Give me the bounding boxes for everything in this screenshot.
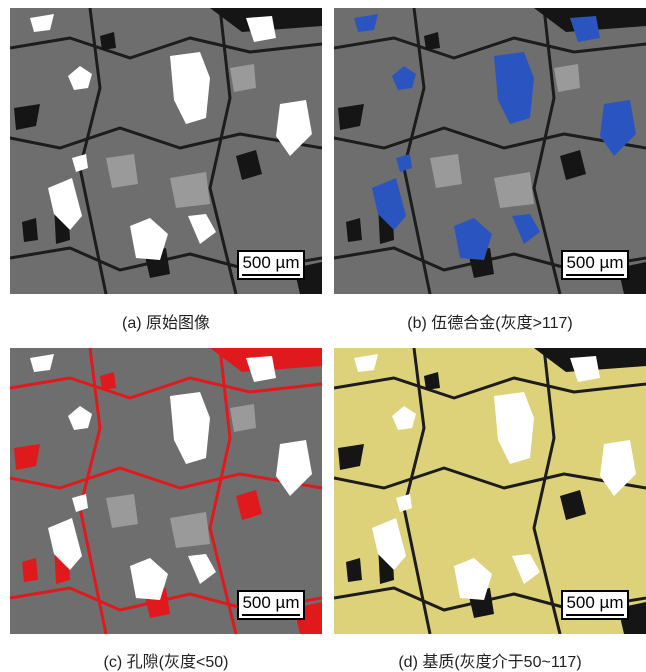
scale-bar: 500 µm: [561, 250, 629, 280]
panel-matrix: 500 µm: [334, 348, 646, 634]
panel-pores: 500 µm: [10, 348, 322, 634]
micrograph-original: [10, 8, 322, 294]
micrograph-pores: [10, 348, 322, 634]
caption-wood-alloy: (b) 伍德合金(灰度>117): [407, 315, 573, 332]
panel-original-image: 500 µm: [10, 8, 322, 294]
caption-pores: (c) 孔隙(灰度<50): [103, 654, 229, 671]
scale-bar-label: 500 µm: [242, 253, 300, 272]
scale-bar: 500 µm: [237, 250, 305, 280]
scale-bar-label: 500 µm: [242, 593, 300, 612]
micrograph-wood-alloy: [334, 8, 646, 294]
scale-bar: 500 µm: [561, 590, 629, 620]
caption-original-image: (a) 原始图像: [121, 315, 210, 332]
scale-bar: 500 µm: [237, 590, 305, 620]
micrograph-matrix: [334, 348, 646, 634]
scale-bar-label: 500 µm: [566, 253, 624, 272]
scale-bar-label: 500 µm: [566, 593, 624, 612]
caption-matrix: (d) 基质(灰度介于50~117): [398, 654, 582, 671]
panel-wood-alloy: 500 µm: [334, 8, 646, 294]
